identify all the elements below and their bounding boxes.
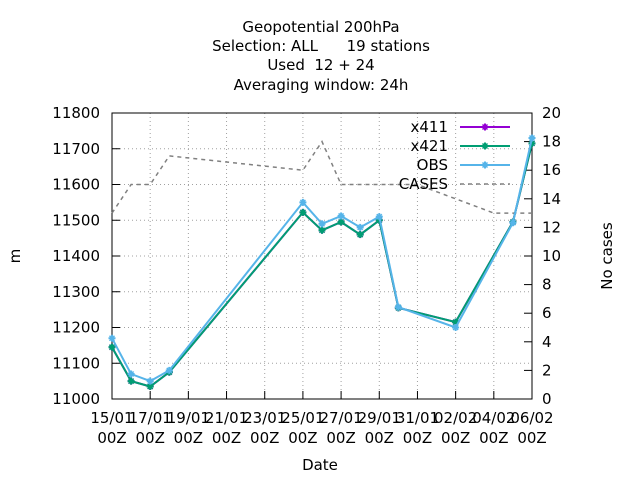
x-tick-label-time: 00Z [403,429,432,447]
x-tick-label-time: 00Z [441,429,470,447]
series-line-x421 [111,143,533,388]
x-tick-label-time: 00Z [212,429,241,447]
y2-tick-label: 10 [542,247,561,265]
y-tick-label: 11200 [52,319,100,337]
data-point-obs [375,213,383,221]
x-tick-label-date: 02/02 [434,409,477,427]
x-tick-label-date: 23/01 [243,409,286,427]
series-lines [108,134,536,390]
y2-tick-label: 0 [542,390,552,408]
x-tick-label-time: 00Z [365,429,394,447]
chart-title-line-3: Used 12 + 24 [267,56,374,74]
y-axis-label: m [6,249,24,264]
data-point-obs [165,366,173,374]
data-point-x421 [127,377,135,385]
x-tick-label-date: 17/01 [129,409,172,427]
y-tick-label: 11300 [52,283,100,301]
x-tick-label-date: 31/01 [396,409,439,427]
data-point-obs [509,219,517,227]
data-point-x421 [318,226,326,234]
legend-marker-x421 [481,142,489,150]
y2-tick-label: 6 [542,304,552,322]
x-tick-label-time: 00Z [97,429,126,447]
data-point-obs [299,198,307,206]
data-point-obs [337,212,345,220]
x-tick-label-time: 00Z [288,429,317,447]
y-tick-label: 11800 [52,104,100,122]
legend-label-obs: OBS [417,156,448,174]
series-line-obs [111,137,533,383]
legend-marker-obs [481,161,489,169]
y2-tick-label: 20 [542,104,561,122]
data-point-obs [452,324,460,331]
chart-title-line-2: Selection: ALL 19 stations [212,37,430,55]
grid [112,113,532,399]
y2-tick-label: 16 [542,161,561,179]
y-tick-label: 11400 [52,247,100,265]
y2-axis-label: No cases [598,222,616,290]
x-tick-label-time: 00Z [135,429,164,447]
y2-tick-label: 2 [542,361,552,379]
data-point-x421 [299,208,307,216]
data-point-obs [146,377,154,385]
chart-title-line-4: Averaging window: 24h [234,76,409,94]
axes: 11000 11100 11200 11300 11400 11500 11600 11700… [52,104,561,447]
y-tick-label: 11700 [52,140,100,158]
chart-title-line-1: Geopotential 200hPa [242,18,399,36]
data-point-obs [127,370,135,378]
x-tick-label-date: 06/02 [510,409,553,427]
x-tick-label-time: 00Z [479,429,508,447]
y-tick-label: 11600 [52,176,100,194]
legend-label-cases: CASES [399,175,448,193]
x-tick-label-time: 00Z [174,429,203,447]
y2-tick-label: 14 [542,190,561,208]
x-axis-label: Date [302,456,338,474]
data-point-obs [356,223,364,231]
y2-tick-label: 8 [542,276,552,294]
y-tick-label: 11500 [52,211,100,229]
y2-tick-label: 12 [542,218,561,236]
data-point-obs [318,220,326,228]
data-point-x421 [108,343,116,351]
data-point-obs [394,303,402,311]
x-tick-label-time: 00Z [250,429,279,447]
y2-tick-label: 4 [542,333,552,351]
x-tick-label-date: 04/02 [472,409,515,427]
y-tick-label: 11100 [52,354,100,372]
series-line-x411 [111,143,533,388]
data-point-x421 [356,231,364,239]
legend-label-x421: x421 [410,137,448,155]
x-tick-label-time: 00Z [326,429,355,447]
data-point-x421 [146,382,154,390]
x-tick-label-date: 29/01 [358,409,401,427]
legend-marker-x411 [481,123,489,131]
data-point-obs [108,334,116,342]
x-tick-label-date: 19/01 [167,409,210,427]
data-point-obs [528,134,536,142]
x-tick-label-date: 15/01 [90,409,133,427]
legend-label-x411: x411 [410,118,448,136]
data-point-x421 [337,218,345,226]
x-tick-label-date: 25/01 [281,409,324,427]
y2-tick-label: 18 [542,133,561,151]
x-tick-label-date: 21/01 [205,409,248,427]
series-line-cases [111,140,532,214]
x-tick-label-date: 27/01 [319,409,362,427]
x-tick-label-time: 00Z [517,429,546,447]
y-tick-label: 11000 [52,390,100,408]
